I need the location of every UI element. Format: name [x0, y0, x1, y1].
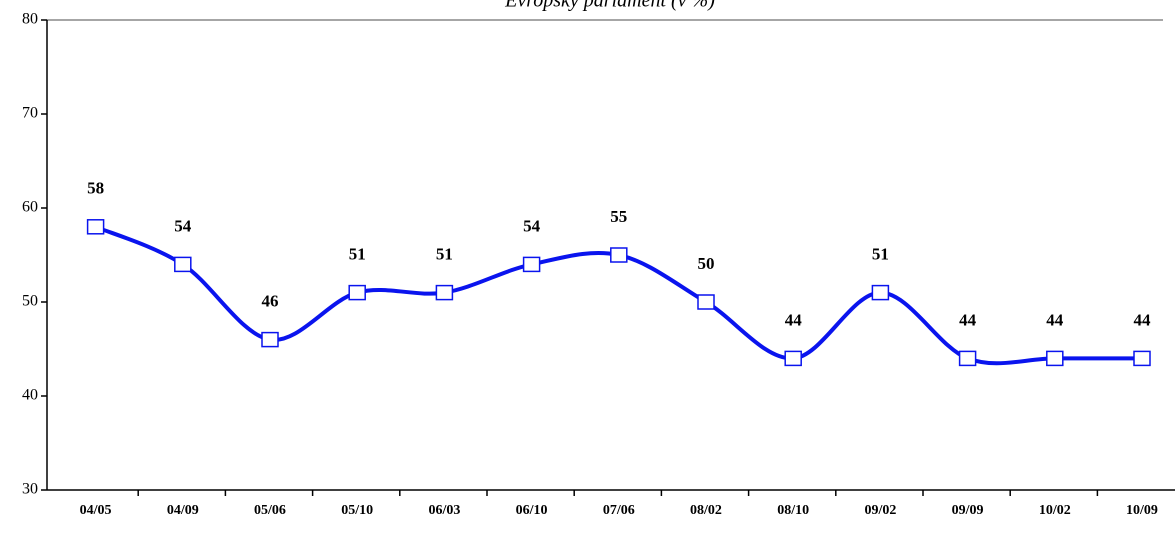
marker [435, 284, 454, 301]
marker [261, 331, 279, 348]
x-tick-label: 06/03 [428, 503, 460, 518]
y-tick-label: 40 [22, 387, 38, 404]
data-label: 54 [174, 216, 192, 235]
y-tick-label: 60 [22, 199, 38, 216]
data-label: 51 [872, 245, 889, 264]
data-label: 51 [349, 245, 366, 264]
data-label: 58 [87, 179, 104, 198]
data-label: 51 [436, 245, 453, 264]
x-tick-label: 09/09 [952, 503, 984, 518]
data-label: 44 [785, 310, 803, 329]
marker [610, 247, 628, 263]
data-label: 54 [523, 216, 541, 235]
marker [697, 294, 715, 310]
marker [1046, 350, 1064, 367]
marker [958, 350, 977, 367]
x-tick-label: 10/02 [1039, 503, 1071, 518]
y-tick-label: 80 [22, 11, 38, 28]
chart-title: Evropský parlament (v %) [504, 0, 715, 12]
data-label: 44 [1046, 310, 1064, 329]
x-tick-label: 07/06 [603, 503, 635, 518]
data-label: 55 [610, 207, 627, 226]
x-tick-label: 04/05 [80, 503, 112, 518]
marker [1133, 350, 1151, 367]
x-tick-label: 09/02 [864, 503, 896, 518]
y-tick-label: 70 [22, 105, 38, 122]
data-label: 44 [1134, 310, 1152, 329]
marker [174, 256, 192, 273]
y-tick-label: 30 [22, 481, 38, 498]
marker [871, 284, 890, 301]
marker [784, 350, 802, 367]
x-tick-label: 10/09 [1126, 503, 1158, 518]
data-label: 50 [698, 254, 715, 273]
y-tick-label: 50 [22, 293, 38, 310]
marker [522, 256, 541, 273]
x-tick-label: 06/10 [516, 503, 548, 518]
marker [86, 219, 105, 235]
x-tick-label: 05/10 [341, 503, 373, 518]
data-label: 46 [262, 292, 279, 311]
data-label: 44 [959, 310, 977, 329]
x-tick-label: 05/06 [254, 503, 286, 518]
x-tick-label: 08/02 [690, 503, 722, 518]
x-tick-label: 08/10 [777, 503, 809, 518]
x-tick-label: 04/09 [167, 503, 199, 518]
marker [348, 284, 366, 301]
